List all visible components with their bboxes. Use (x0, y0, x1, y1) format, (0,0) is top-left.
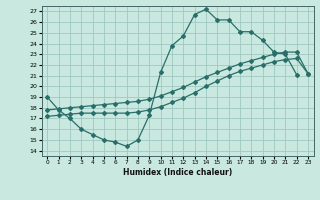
X-axis label: Humidex (Indice chaleur): Humidex (Indice chaleur) (123, 168, 232, 177)
